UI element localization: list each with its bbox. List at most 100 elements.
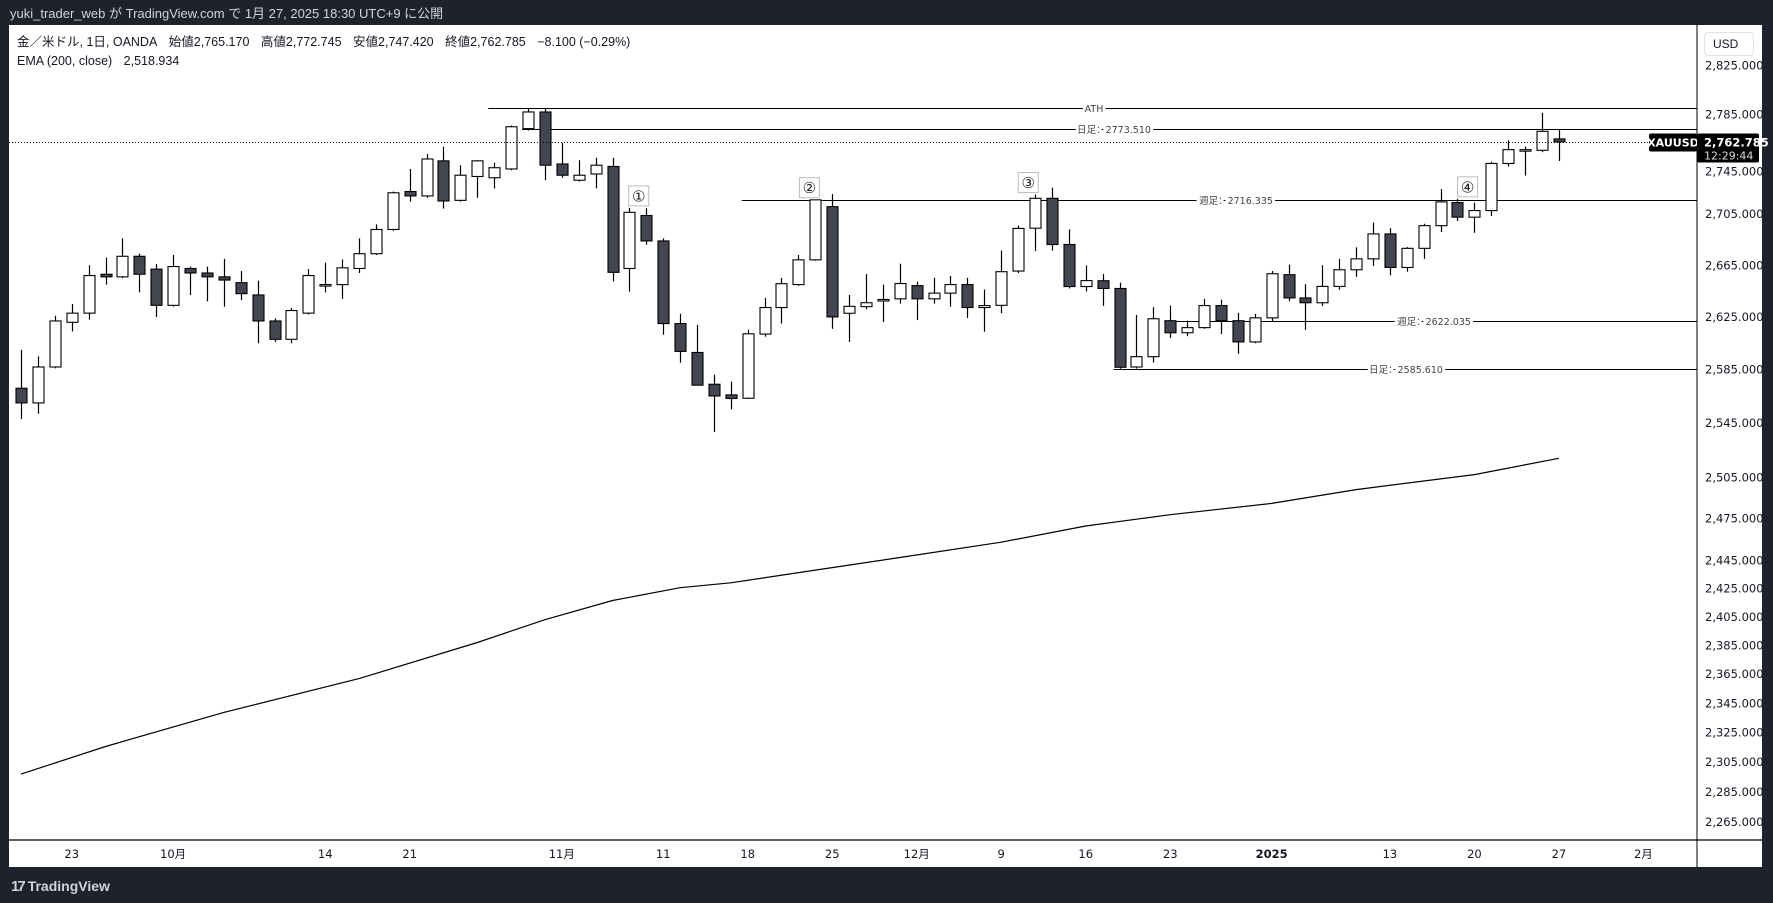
candle[interactable] xyxy=(1367,222,1380,266)
candle[interactable] xyxy=(894,263,907,304)
candle[interactable] xyxy=(623,207,636,292)
candle[interactable] xyxy=(1553,129,1566,161)
candle[interactable] xyxy=(1418,223,1431,259)
candle[interactable] xyxy=(674,313,687,363)
candle[interactable] xyxy=(1114,282,1127,369)
candle[interactable] xyxy=(1468,202,1481,233)
candle[interactable] xyxy=(1502,140,1515,167)
candle[interactable] xyxy=(370,224,383,255)
candle[interactable] xyxy=(218,258,231,307)
candle[interactable] xyxy=(1316,265,1329,306)
time-axis[interactable]: 23 10月 14 21 11月 11 18 25 12月 9 16 23 2025 13 20 27 2月 xyxy=(64,847,1652,861)
candle[interactable] xyxy=(1435,189,1448,233)
candle[interactable] xyxy=(995,250,1008,314)
candle[interactable] xyxy=(150,263,163,318)
candle[interactable] xyxy=(201,266,214,302)
candle[interactable] xyxy=(1181,320,1194,337)
candle[interactable] xyxy=(269,318,282,342)
candle[interactable] xyxy=(1198,298,1211,329)
candle[interactable] xyxy=(809,199,822,261)
candle[interactable] xyxy=(387,191,400,231)
candle[interactable] xyxy=(556,142,569,178)
candle[interactable] xyxy=(471,160,484,198)
candle[interactable] xyxy=(590,157,603,189)
candle[interactable] xyxy=(978,289,991,332)
candle[interactable] xyxy=(404,168,417,202)
candle[interactable] xyxy=(1384,228,1397,276)
candle[interactable] xyxy=(116,238,129,279)
candle[interactable] xyxy=(133,253,146,293)
candle[interactable] xyxy=(302,269,315,315)
candle[interactable] xyxy=(1519,146,1532,176)
candle[interactable] xyxy=(1080,265,1093,292)
candle[interactable] xyxy=(1299,284,1312,330)
candle[interactable] xyxy=(1350,247,1363,277)
candle[interactable] xyxy=(607,157,620,282)
candle[interactable] xyxy=(792,254,805,286)
candle[interactable] xyxy=(944,275,957,307)
candle[interactable] xyxy=(539,108,552,181)
candle[interactable] xyxy=(32,356,45,414)
candle[interactable] xyxy=(454,165,467,202)
candle[interactable] xyxy=(573,160,586,182)
candle[interactable] xyxy=(1266,271,1279,321)
candle[interactable] xyxy=(1333,258,1346,290)
candle[interactable] xyxy=(725,381,738,410)
candle[interactable] xyxy=(1029,194,1042,252)
candle[interactable] xyxy=(1283,264,1296,302)
candle[interactable] xyxy=(708,374,721,433)
candle[interactable] xyxy=(167,254,180,307)
candle[interactable] xyxy=(826,194,839,329)
candle[interactable] xyxy=(843,294,856,342)
candle[interactable] xyxy=(285,307,298,344)
candle[interactable] xyxy=(1012,225,1025,273)
symbol-label[interactable]: 金／米ドル, 1日, OANDA xyxy=(17,35,158,49)
candle[interactable] xyxy=(235,271,248,301)
candle[interactable] xyxy=(505,125,518,171)
candle[interactable] xyxy=(860,274,873,310)
candle[interactable] xyxy=(488,162,501,189)
candle[interactable] xyxy=(1063,229,1076,289)
candle[interactable] xyxy=(353,238,366,273)
candle-body xyxy=(184,267,197,274)
candle[interactable] xyxy=(100,257,113,285)
candle[interactable] xyxy=(1164,305,1177,338)
candle[interactable] xyxy=(522,108,535,131)
candle[interactable] xyxy=(15,349,28,420)
ema-label[interactable]: EMA (200, close) xyxy=(17,54,113,68)
candle[interactable] xyxy=(775,277,788,324)
candle[interactable] xyxy=(336,259,349,299)
currency-button[interactable]: USD xyxy=(1704,32,1754,56)
chart-panel[interactable] xyxy=(9,25,1762,867)
candle[interactable] xyxy=(877,284,890,323)
candle[interactable] xyxy=(1147,307,1160,363)
candle[interactable] xyxy=(1536,112,1549,153)
candle[interactable] xyxy=(437,146,450,209)
candle[interactable] xyxy=(911,281,924,321)
candle[interactable] xyxy=(1451,198,1464,221)
candle[interactable] xyxy=(657,238,670,335)
candle[interactable] xyxy=(1485,161,1498,217)
candle[interactable] xyxy=(1097,273,1110,306)
candle[interactable] xyxy=(928,277,941,304)
candle[interactable] xyxy=(1130,314,1143,369)
candle[interactable] xyxy=(66,304,79,332)
candle[interactable] xyxy=(1046,187,1059,251)
candle[interactable] xyxy=(184,266,197,295)
candle[interactable] xyxy=(961,277,974,319)
candle[interactable] xyxy=(742,329,755,399)
candle[interactable] xyxy=(49,315,62,369)
candle[interactable] xyxy=(421,154,434,198)
candle[interactable] xyxy=(83,265,96,320)
candle[interactable] xyxy=(319,262,332,293)
candle[interactable] xyxy=(759,297,772,337)
candle[interactable] xyxy=(1215,299,1228,335)
candle[interactable] xyxy=(1249,313,1262,344)
price-axis[interactable]: 2,825.000 2,785.000 2,745.000 2,705.000 2,66… xyxy=(1705,59,1764,830)
candle[interactable] xyxy=(640,207,653,245)
candle[interactable] xyxy=(252,280,265,344)
candle[interactable] xyxy=(691,324,704,386)
candle[interactable] xyxy=(1232,312,1245,354)
candle[interactable] xyxy=(1401,247,1414,272)
